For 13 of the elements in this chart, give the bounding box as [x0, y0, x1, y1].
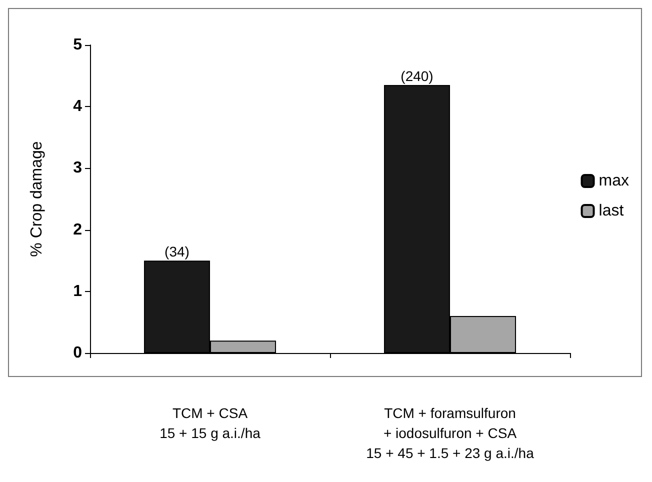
- annotation: (240): [400, 68, 434, 84]
- y-tick-label: 4: [73, 98, 82, 116]
- x-tick-label: TCM + CSA 15 + 15 g a.i./ha: [160, 405, 261, 441]
- y-axis-title: % Crop damage: [28, 141, 46, 257]
- y-tick-label: 0: [73, 344, 82, 362]
- y-tick-label: 2: [73, 221, 82, 238]
- legend-label: last: [598, 202, 624, 220]
- legend-label: max: [598, 172, 630, 190]
- y-tick-label: 1: [73, 282, 82, 300]
- annotation: (34): [164, 244, 190, 260]
- y-tick-label: 3: [73, 160, 82, 177]
- y-tick-label: 5: [73, 36, 82, 54]
- x-tick-label: TCM + foramsulfuron + iodosulfuron + CSA 15 + 45 + 1.5 + 23 g a.i./ha: [366, 405, 534, 461]
